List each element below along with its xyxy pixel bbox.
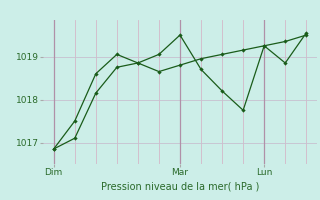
X-axis label: Pression niveau de la mer( hPa ): Pression niveau de la mer( hPa ) xyxy=(101,181,259,191)
